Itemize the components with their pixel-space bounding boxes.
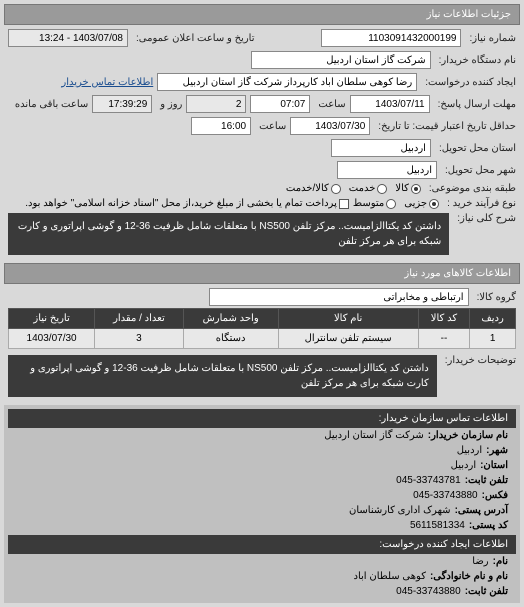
- c-address-label: آدرس پستی:: [455, 505, 508, 516]
- col-code: کد کالا: [418, 309, 469, 329]
- group-type-label: طبقه بندی موضوعی:: [425, 183, 516, 194]
- c-state: اردبیل: [451, 460, 476, 471]
- deadline-time-label: ساعت: [314, 99, 345, 110]
- delivery-city-label: شهر محل تحویل:: [441, 165, 516, 176]
- buyer-notes: داشتن کد یکتاالزامیست.. مرکز تلفن NS500 …: [8, 355, 437, 397]
- creator-label: ایجاد کننده درخواست:: [421, 77, 516, 88]
- col-row: ردیف: [470, 309, 516, 329]
- group-value: ارتباطی و مخابراتی: [209, 288, 469, 306]
- c-family-label: نام و نام خانوادگی:: [430, 571, 508, 582]
- c-phone: 045-33743781: [396, 475, 461, 486]
- col-qty: تعداد / مقدار: [95, 309, 184, 329]
- desc-label: شرح کلی نیاز:: [453, 213, 516, 224]
- radio-khadamat[interactable]: خدمت: [349, 183, 388, 194]
- cell-qty: 3: [95, 329, 184, 349]
- radio-kala[interactable]: کالا: [395, 183, 421, 194]
- validity-label: حداقل تاریخ اعتبار قیمت: تا تاریخ:: [374, 121, 516, 132]
- remaining-time: 17:39:29: [92, 95, 152, 113]
- radio-motavasset[interactable]: متوسط: [353, 198, 396, 209]
- org-label: نام دستگاه خریدار:: [435, 55, 516, 66]
- org-value: شرکت گاز استان اردبیل: [251, 51, 431, 69]
- group-type-radios: کالا خدمت کالا/خدمت: [286, 183, 421, 194]
- c-fax-label: فکس:: [482, 490, 508, 501]
- cell-unit: دستگاه: [183, 329, 278, 349]
- contact-link[interactable]: اطلاعات تماس خریدار: [61, 77, 153, 88]
- delivery-state-label: استان محل تحویل:: [435, 143, 516, 154]
- c-fax: 045-33743880: [413, 490, 478, 501]
- c-address: شهرک اداری کارشناسان: [349, 505, 451, 516]
- cell-row: 1: [470, 329, 516, 349]
- c-family: کوهی سلطان اباد: [354, 571, 426, 582]
- page-header: جزئیات اطلاعات نیاز: [4, 4, 520, 25]
- validity-time: 16:00: [191, 117, 251, 135]
- buyer-notes-label: توضیحات خریدار:: [441, 355, 516, 366]
- delivery-city: اردبیل: [337, 161, 437, 179]
- cell-date: 1403/07/30: [9, 329, 95, 349]
- c-name-label: نام:: [493, 556, 508, 567]
- c-cphone-label: تلفن ثابت:: [465, 586, 508, 597]
- validity-date: 1403/07/30: [290, 117, 370, 135]
- c-org-label: نام سازمان خریدار:: [428, 430, 508, 441]
- need-number: 1103091432000199: [321, 29, 461, 47]
- validity-time-label: ساعت: [255, 121, 286, 132]
- c-phone-label: تلفن ثابت:: [465, 475, 508, 486]
- purchase-type-radios: جزیی متوسط: [353, 198, 439, 209]
- delivery-state: اردبیل: [331, 139, 431, 157]
- c-city: اردبیل: [457, 445, 482, 456]
- deadline-time: 07:07: [250, 95, 310, 113]
- c-state-label: استان:: [480, 460, 508, 471]
- need-number-label: شماره نیاز:: [465, 33, 516, 44]
- items-table: ردیف کد کالا نام کالا واحد شمارش تعداد /…: [8, 308, 516, 349]
- c-org: شرکت گاز استان اردبیل: [324, 430, 423, 441]
- cell-name: سیستم تلفن سانترال: [278, 329, 418, 349]
- radio-kala-khadamat[interactable]: کالا/خدمت: [286, 183, 341, 194]
- c-name: رضا: [472, 556, 488, 567]
- datetime-value: 1403/07/08 - 13:24: [8, 29, 128, 47]
- creator-value: رضا کوهی سلطان اباد کارپرداز شرکت گاز اس…: [157, 73, 417, 91]
- desc-box: داشتن کد یکتاالزامیست.. مرکز تلفن NS500 …: [8, 213, 449, 255]
- cell-code: --: [418, 329, 469, 349]
- deadline-date: 1403/07/11: [350, 95, 430, 113]
- remaining-days: 2: [186, 95, 246, 113]
- items-header: اطلاعات کالاهای مورد نیاز: [4, 263, 520, 284]
- radio-jozi[interactable]: جزیی: [404, 198, 439, 209]
- checkbox-payment[interactable]: پرداخت تمام یا بخشی از مبلغ خرید،از محل …: [25, 198, 349, 209]
- creator-header: اطلاعات ایجاد کننده درخواست:: [8, 535, 516, 554]
- col-date: تاریخ نیاز: [9, 309, 95, 329]
- col-unit: واحد شمارش: [183, 309, 278, 329]
- c-postal-label: کد پستی:: [469, 520, 508, 531]
- datetime-label: تاریخ و ساعت اعلان عمومی:: [132, 33, 255, 44]
- deadline-label: مهلت ارسال پاسخ:: [434, 99, 516, 110]
- c-cphone: 045-33743880: [396, 586, 461, 597]
- col-name: نام کالا: [278, 309, 418, 329]
- purchase-type-label: نوع فرآیند خرید :: [443, 198, 516, 209]
- group-label: گروه کالا:: [473, 292, 516, 303]
- table-row[interactable]: 1 -- سیستم تلفن سانترال دستگاه 3 1403/07…: [9, 329, 516, 349]
- c-city-label: شهر:: [486, 445, 508, 456]
- c-postal: 5611581334: [410, 520, 465, 531]
- remaining-label: ساعت باقی مانده: [11, 99, 88, 110]
- remaining-days-label: روز و: [156, 99, 182, 110]
- contact-header: اطلاعات تماس سازمان خریدار:: [8, 409, 516, 428]
